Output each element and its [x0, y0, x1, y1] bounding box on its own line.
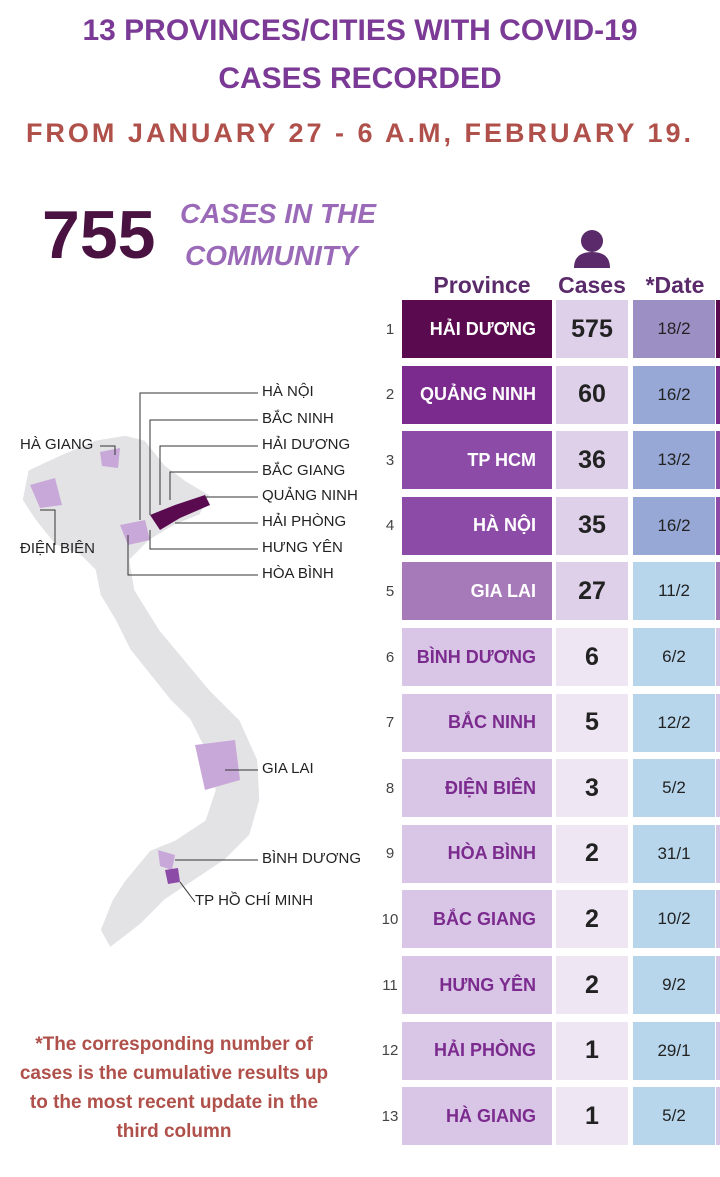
province-cell: HẢI PHÒNG [402, 1021, 552, 1080]
date-cell: 29/1 [633, 1021, 715, 1080]
date-cell: 5/2 [633, 1087, 715, 1146]
date-cell: 9/2 [633, 956, 715, 1014]
province-cell: HÀ NỘI [402, 496, 552, 555]
column-header: Cases [558, 271, 626, 298]
total-text: COMMUNITY [185, 240, 358, 271]
map-label: HƯNG YÊN [262, 539, 343, 556]
row-strip [716, 1021, 720, 1080]
province-cell: QUẢNG NINH [402, 365, 552, 424]
map-label: HÀ GIANG [20, 436, 94, 453]
row-strip [716, 496, 720, 555]
cases-cell: 575 [556, 300, 628, 358]
province-cell: HÀ GIANG [402, 1087, 552, 1146]
cases-cell: 27 [556, 562, 628, 621]
province-cell: GIA LAI [402, 562, 552, 621]
map-label: HẢI PHÒNG [262, 513, 347, 530]
date-cell: 12/2 [633, 693, 715, 752]
row-number: 3 [385, 451, 395, 469]
total-number: 755 [42, 197, 156, 273]
row-strip [716, 562, 720, 621]
row-strip [716, 956, 720, 1014]
row-strip [716, 300, 720, 358]
column-header: Province [433, 271, 531, 298]
cases-cell: 6 [556, 628, 628, 686]
cases-cell: 1 [556, 1021, 628, 1080]
map-label: HÒA BÌNH [262, 565, 334, 582]
date-cell: 16/2 [633, 365, 715, 424]
row-number: 8 [385, 779, 395, 797]
row-number: 12 [381, 1042, 399, 1060]
province-cell: ĐIỆN BIÊN [402, 759, 552, 818]
title: CASES RECORDED [218, 62, 502, 95]
map-label: BẮC NINH [262, 410, 334, 427]
province-highlight [165, 868, 180, 884]
total-text: CASES IN THE [180, 198, 377, 229]
row-strip [716, 890, 720, 949]
cases-cell: 3 [556, 759, 628, 818]
date-cell: 31/1 [633, 824, 715, 883]
row-number: 6 [385, 648, 395, 666]
map-label: GIA LAI [262, 760, 314, 777]
cases-cell: 60 [556, 365, 628, 424]
map-label: BẮC GIANG [262, 462, 346, 479]
map-label: HẢI DƯƠNG [262, 436, 351, 453]
map-label: TP HỒ CHÍ MINH [195, 892, 314, 909]
cases-cell: 1 [556, 1087, 628, 1146]
map-label: QUẢNG NINH [262, 487, 358, 504]
row-strip [716, 759, 720, 818]
province-cell: HƯNG YÊN [402, 956, 552, 1014]
date-cell: 13/2 [633, 431, 715, 490]
province-cell: HẢI DƯƠNG [402, 300, 552, 358]
row-strip [716, 431, 720, 490]
row-number: 10 [381, 910, 399, 928]
date-cell: 10/2 [633, 890, 715, 949]
province-cell: BẮC NINH [402, 693, 552, 752]
date-cell: 11/2 [633, 562, 715, 621]
date-cell: 5/2 [633, 759, 715, 818]
row-number: 5 [385, 582, 395, 600]
person-icon [574, 230, 610, 268]
province-cell: TP HCM [402, 431, 552, 490]
date-cell: 16/2 [633, 496, 715, 555]
map-label: BÌNH DƯƠNG [262, 850, 362, 867]
row-number: 4 [385, 517, 395, 535]
cases-cell: 36 [556, 431, 628, 490]
row-number: 13 [381, 1107, 399, 1125]
cases-cell: 5 [556, 693, 628, 752]
row-strip [716, 693, 720, 752]
row-strip [716, 824, 720, 883]
title: 13 PROVINCES/CITIES WITH COVID-19 [82, 14, 638, 47]
row-strip [716, 1087, 720, 1146]
column-header: *Date [645, 271, 705, 298]
province-cell: HÒA BÌNH [402, 824, 552, 883]
map-label: HÀ NỘI [262, 383, 314, 400]
date-cell: 6/2 [633, 628, 715, 686]
province-highlight [30, 448, 240, 870]
subtitle: FROM JANUARY 27 - 6 A.M, FEBRUARY 19. [25, 118, 695, 148]
cases-cell: 35 [556, 496, 628, 555]
province-highlight [150, 495, 210, 530]
row-number: 2 [385, 386, 395, 404]
cases-cell: 2 [556, 824, 628, 883]
row-number: 11 [382, 976, 398, 994]
cases-cell: 2 [556, 956, 628, 1014]
row-number: 7 [385, 714, 395, 732]
map-label: ĐIỆN BIÊN [20, 540, 96, 557]
row-number: 1 [385, 320, 395, 338]
row-number: 9 [385, 845, 395, 863]
province-cell: BẮC GIANG [402, 890, 552, 949]
cases-cell: 2 [556, 890, 628, 949]
row-strip [716, 365, 720, 424]
date-cell: 18/2 [633, 300, 715, 358]
province-cell: BÌNH DƯƠNG [402, 628, 552, 686]
leader-lines [40, 392, 258, 903]
vietnam-map [21, 434, 261, 950]
footnote: *The corresponding number of cases is th… [19, 1034, 329, 1142]
row-strip [716, 628, 720, 686]
